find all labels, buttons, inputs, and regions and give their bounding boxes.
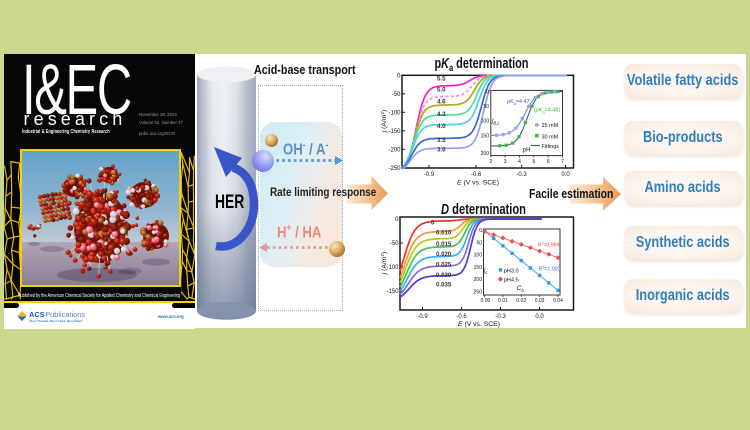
svg-text:0.03: 0.03 <box>535 298 545 304</box>
svg-text:-150: -150 <box>386 289 399 295</box>
svg-text:5.5: 5.5 <box>437 76 446 83</box>
svg-text:jB,L: jB,L <box>491 118 500 126</box>
svg-text:-0.9: -0.9 <box>417 314 428 320</box>
svg-text:6: 6 <box>547 159 550 165</box>
svg-text:200: 200 <box>481 151 490 157</box>
svg-text:Fittings: Fittings <box>542 144 560 150</box>
svg-text:5.0: 5.0 <box>437 87 446 94</box>
svg-text:-0.6: -0.6 <box>456 314 467 320</box>
svg-text:2: 2 <box>489 159 492 165</box>
svg-text:-200: -200 <box>388 147 401 153</box>
svg-text:0.02: 0.02 <box>516 298 526 304</box>
svg-text:5: 5 <box>532 159 535 165</box>
svg-text:250: 250 <box>474 290 483 296</box>
svg-text:pH: pH <box>523 148 531 154</box>
svg-text:4.0: 4.0 <box>437 123 446 130</box>
svg-text:E (V vs. SCE): E (V vs. SCE) <box>457 180 499 187</box>
svg-text:0.0: 0.0 <box>561 172 570 178</box>
svg-text:Cb: Cb <box>517 285 525 293</box>
svg-text:0: 0 <box>486 90 489 96</box>
svg-text:j (A/m2): j (A/m2) <box>380 110 389 134</box>
svg-text:R2=0.999: R2=0.999 <box>538 242 560 249</box>
svg-text:0.020: 0.020 <box>436 251 452 258</box>
svg-text:(pKa=4.48): (pKa=4.48) <box>534 107 560 114</box>
svg-text:0.035: 0.035 <box>436 282 452 289</box>
svg-text:pH4.5: pH4.5 <box>504 278 519 284</box>
svg-text:30 mM: 30 mM <box>542 134 559 140</box>
svg-text:-150: -150 <box>388 129 401 135</box>
svg-text:-50: -50 <box>392 92 401 98</box>
svg-text:0: 0 <box>431 220 435 227</box>
svg-text:0: 0 <box>479 228 482 234</box>
svg-text:50: 50 <box>483 104 489 110</box>
svg-text:0: 0 <box>397 73 401 79</box>
svg-text:jL: jL <box>483 267 488 275</box>
svg-text:R2=1.000: R2=1.000 <box>539 266 561 273</box>
svg-text:0.04: 0.04 <box>553 298 563 304</box>
svg-text:-250: -250 <box>388 166 401 172</box>
svg-text:100: 100 <box>481 119 490 125</box>
svg-text:4.6: 4.6 <box>437 99 446 106</box>
svg-text:0.025: 0.025 <box>436 262 452 269</box>
svg-text:-100: -100 <box>388 110 401 116</box>
svg-text:0: 0 <box>395 217 399 223</box>
svg-text:pH3.0: pH3.0 <box>504 268 519 274</box>
svg-text:0.015: 0.015 <box>436 241 452 248</box>
svg-text:0.0: 0.0 <box>535 314 544 320</box>
svg-text:50: 50 <box>476 240 482 246</box>
svg-text:3.0: 3.0 <box>437 147 446 154</box>
svg-text:4.3: 4.3 <box>437 111 446 118</box>
svg-text:4: 4 <box>518 159 521 165</box>
svg-text:150: 150 <box>474 265 483 271</box>
svg-text:150: 150 <box>481 133 490 139</box>
svg-text:-100: -100 <box>386 265 399 271</box>
svg-text:-0.3: -0.3 <box>516 172 527 178</box>
svg-text:pKa determination: pKa determination <box>435 55 529 74</box>
svg-text:25 mM: 25 mM <box>542 123 559 129</box>
svg-text:-0.9: -0.9 <box>424 172 435 178</box>
svg-text:-50: -50 <box>390 241 399 247</box>
svg-text:0.01: 0.01 <box>498 298 508 304</box>
svg-text:3: 3 <box>504 159 507 165</box>
svg-text:0.010: 0.010 <box>436 230 452 237</box>
svg-text:3.5: 3.5 <box>437 137 446 144</box>
svg-text:E (V vs. SCE): E (V vs. SCE) <box>458 321 500 328</box>
svg-text:j (A/m2): j (A/m2) <box>380 252 389 276</box>
svg-text:pKa=4.47: pKa=4.47 <box>506 99 529 106</box>
svg-text:D determination: D determination <box>441 201 526 218</box>
svg-text:0.00: 0.00 <box>481 298 491 304</box>
svg-text:-0.6: -0.6 <box>471 172 482 178</box>
svg-text:7: 7 <box>561 159 564 165</box>
svg-text:100: 100 <box>474 253 483 259</box>
svg-text:-0.3: -0.3 <box>495 314 506 320</box>
svg-text:200: 200 <box>474 277 483 283</box>
svg-text:0.030: 0.030 <box>436 272 452 279</box>
